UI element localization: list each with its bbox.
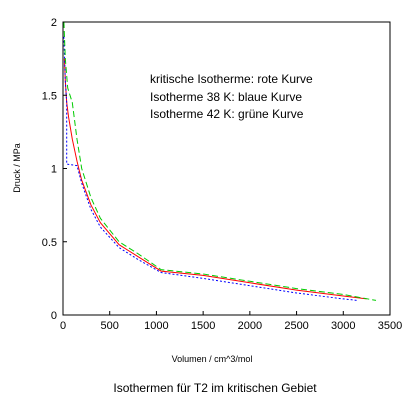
x-tick-label: 500 xyxy=(101,320,119,332)
y-axis-label: Druck / MPa xyxy=(12,143,22,193)
x-tick-label: 3000 xyxy=(331,320,355,332)
y-tick-label: 2 xyxy=(51,17,57,29)
figure-caption: Isothermen für T2 im kritischen Gebiet xyxy=(113,381,317,395)
x-tick-label: 0 xyxy=(60,320,66,332)
ticks-layer: 0 500 1000 1500 2000 2500 3000 3500 0 0.5 1 1.5 2 xyxy=(42,17,403,332)
x-tick-label: 2500 xyxy=(284,320,308,332)
x-tick-label: 1500 xyxy=(191,320,215,332)
x-tick-label: 3500 xyxy=(378,320,402,332)
series-green-line xyxy=(63,21,377,301)
x-axis-label: Volumen / cm^3/mol xyxy=(172,354,253,364)
x-tick-label: 2000 xyxy=(238,320,262,332)
x-tick-label: 1000 xyxy=(144,320,168,332)
y-tick-label: 0 xyxy=(51,310,57,322)
annotation-blue-curve: Isotherme 38 K: blaue Kurve xyxy=(150,90,302,104)
y-tick-label: 0.5 xyxy=(42,237,57,249)
series-layer xyxy=(63,21,377,301)
plot-area xyxy=(62,21,391,316)
y-tick-label: 1.5 xyxy=(42,90,57,102)
y-tick-label: 1 xyxy=(51,164,57,176)
annotation-green-curve: Isotherme 42 K: grüne Kurve xyxy=(150,107,304,121)
annotation-red-curve: kritische Isotherme: rote Kurve xyxy=(150,72,313,86)
series-red-line xyxy=(63,58,367,300)
series-blue-line xyxy=(63,36,358,301)
plot-frame xyxy=(62,21,391,316)
